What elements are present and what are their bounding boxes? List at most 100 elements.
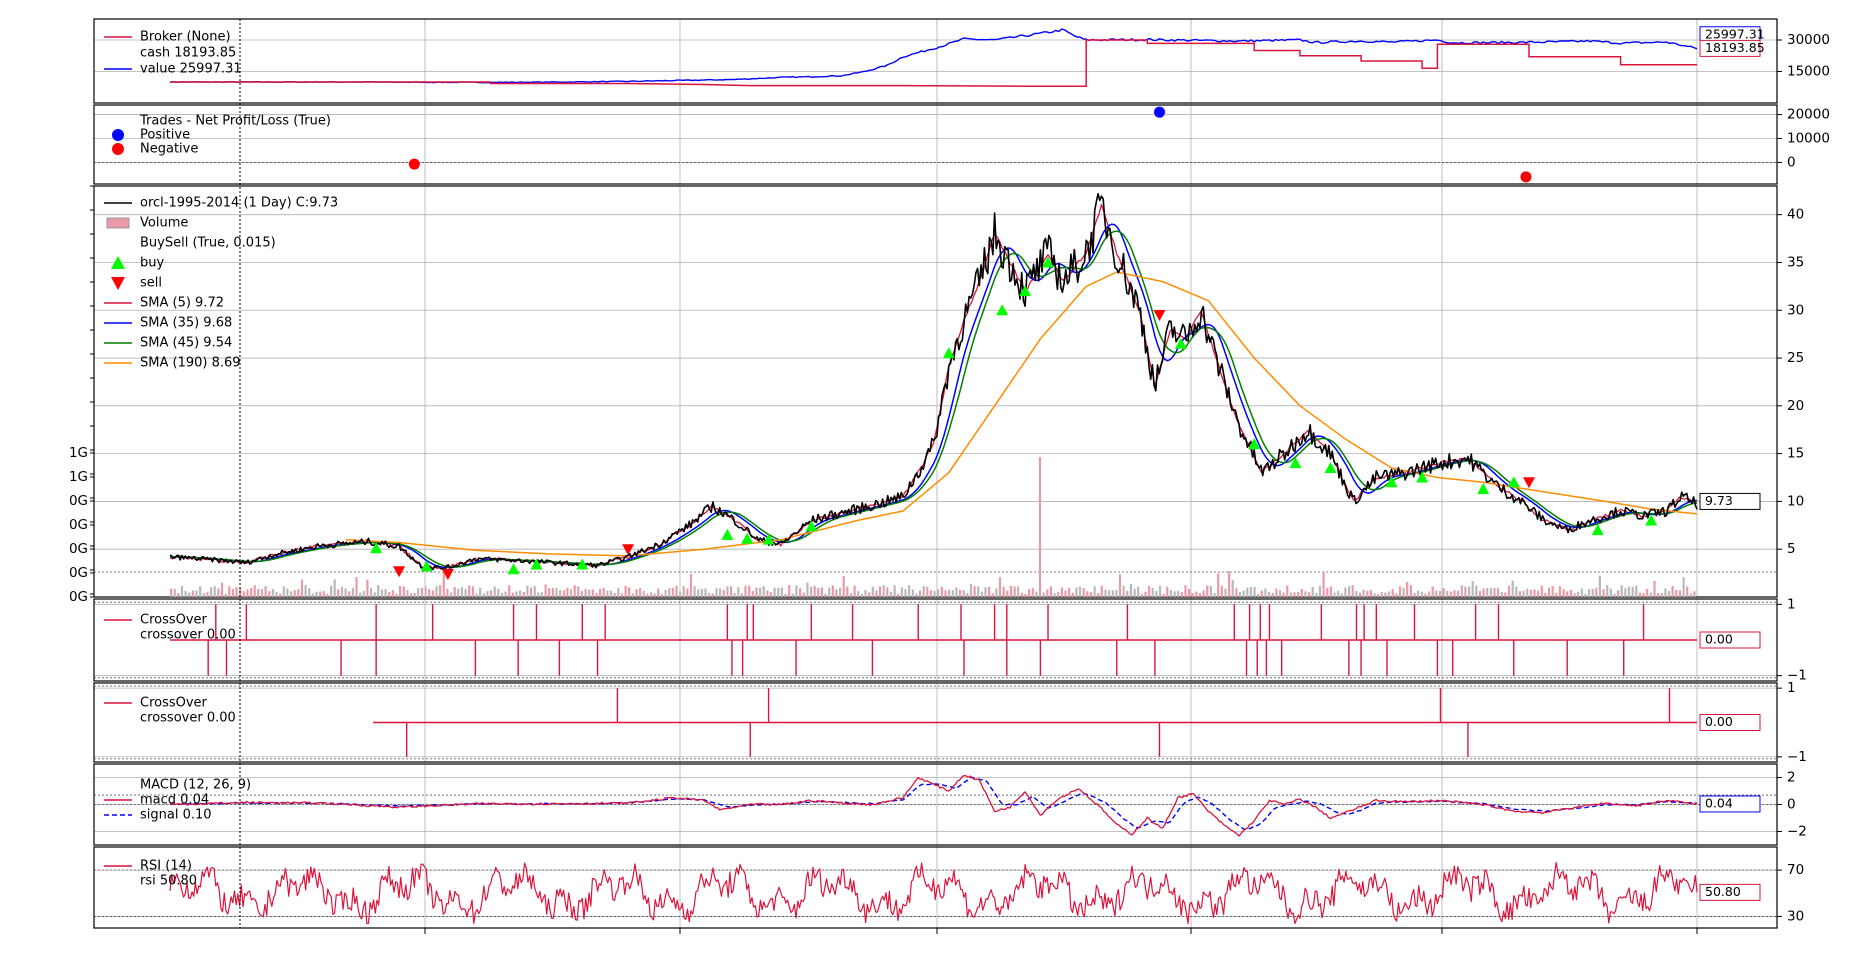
volume-bar	[1351, 585, 1354, 597]
volume-bar	[482, 593, 485, 597]
volume-bar	[1228, 571, 1231, 597]
crossover1-panel: −1 1	[93, 596, 1807, 684]
buy-marker-20	[1507, 476, 1520, 488]
volume-bar	[955, 587, 958, 597]
volume-bar	[1115, 590, 1118, 597]
volume-bar	[1540, 585, 1543, 597]
buy-marker-4	[576, 558, 589, 570]
volume-bar	[1006, 590, 1009, 597]
sell-marker-1	[441, 569, 454, 581]
volume-bar	[580, 590, 583, 597]
volume-bar	[1507, 585, 1511, 597]
volume-bar	[206, 592, 209, 597]
volume-bar	[1344, 587, 1347, 597]
volume-bar	[995, 588, 998, 597]
volume-bar	[1631, 586, 1634, 597]
volume-bar	[635, 589, 638, 597]
volume-bar	[300, 579, 304, 597]
volume-bar	[569, 589, 573, 597]
volume-bar	[1547, 587, 1551, 597]
volume-bar	[1388, 591, 1391, 597]
volume-bar	[1497, 588, 1500, 597]
rsi-value-label: 50.80	[1705, 884, 1741, 899]
volume-bar	[759, 587, 762, 597]
volume-bar	[1649, 592, 1652, 597]
trades-legend-label-1: Positive	[140, 128, 190, 143]
volume-bar	[460, 587, 464, 597]
volume-bar	[1373, 593, 1376, 597]
volume-bar	[697, 589, 700, 597]
volume-bar	[220, 582, 224, 597]
volume-bar	[897, 593, 900, 597]
volume-bar	[1158, 585, 1162, 597]
volume-bar	[340, 586, 344, 597]
volume-bar	[170, 588, 173, 597]
volume-bar	[682, 586, 685, 597]
volume-bar	[1046, 589, 1049, 597]
volume-bar	[533, 586, 536, 597]
volume-bar	[799, 588, 802, 597]
volume-bar	[1409, 585, 1412, 597]
broker-tick-label-1: 30000	[1787, 32, 1830, 48]
volume-bar	[1464, 586, 1467, 597]
volume-bar	[1475, 585, 1478, 597]
volume-bar	[628, 587, 631, 597]
volume-bar	[1486, 588, 1489, 597]
volume-bar	[1024, 593, 1027, 597]
volume-bar	[471, 586, 474, 597]
volume-bar	[439, 585, 442, 597]
volume-bar	[1089, 592, 1092, 597]
volume-bar	[631, 593, 634, 597]
price-legend-label-0: orcl-1995-2014 (1 Day) C:9.73	[140, 196, 338, 211]
price-legend-label-2: BuySell (True, 0.015)	[140, 236, 276, 251]
volume-bar	[820, 587, 823, 597]
volume-bar	[297, 589, 300, 597]
volume-bar	[919, 590, 922, 597]
volume-bar	[497, 588, 500, 597]
volume-bar	[1333, 592, 1336, 597]
volume-bar	[370, 588, 373, 597]
volume-bar	[1613, 593, 1616, 597]
buy-marker-14	[1248, 438, 1261, 450]
volume-bar	[708, 593, 711, 597]
volume-bar	[806, 582, 809, 597]
volume-bar	[904, 589, 907, 597]
volume-bar	[686, 588, 689, 597]
volume-bar	[1587, 589, 1591, 597]
volume-bar	[464, 589, 467, 597]
volume-bar	[1569, 589, 1572, 597]
volume-bar	[224, 593, 227, 597]
volume-bar	[617, 587, 620, 597]
volume-bar	[722, 589, 725, 597]
volume-bar	[1020, 592, 1023, 597]
volume-bar	[719, 588, 722, 597]
volume-bar	[282, 586, 285, 597]
volume-bar	[744, 585, 747, 597]
broker-legend-label-1: cash 18193.85	[140, 46, 236, 61]
broker-panel: 15000 30000	[93, 18, 1830, 104]
buy-marker-10	[996, 304, 1009, 316]
trades-tick-label-0: 0	[1787, 154, 1796, 170]
price-tick-label-6: 35	[1787, 254, 1804, 270]
volume-bar	[1246, 587, 1249, 597]
volume-bar	[1471, 581, 1474, 597]
volume-bar	[1275, 588, 1278, 597]
volume-bar	[406, 589, 409, 597]
volume-bar	[875, 590, 878, 597]
volume-bar	[595, 593, 598, 597]
volume-bar	[442, 572, 445, 597]
buy-marker-9	[942, 347, 955, 359]
volume-bar	[1446, 590, 1449, 597]
crossover2-value-box: 0.00	[1699, 714, 1761, 731]
volume-bar	[726, 586, 729, 597]
volume-bar	[1664, 588, 1667, 597]
volume-bar	[1667, 591, 1671, 597]
volume-bar	[591, 589, 594, 597]
volume-bar	[1093, 586, 1096, 597]
volume-bar	[1555, 592, 1558, 597]
broker-cash-value-box-frame	[1699, 39, 1761, 57]
volume-bar	[835, 589, 838, 597]
